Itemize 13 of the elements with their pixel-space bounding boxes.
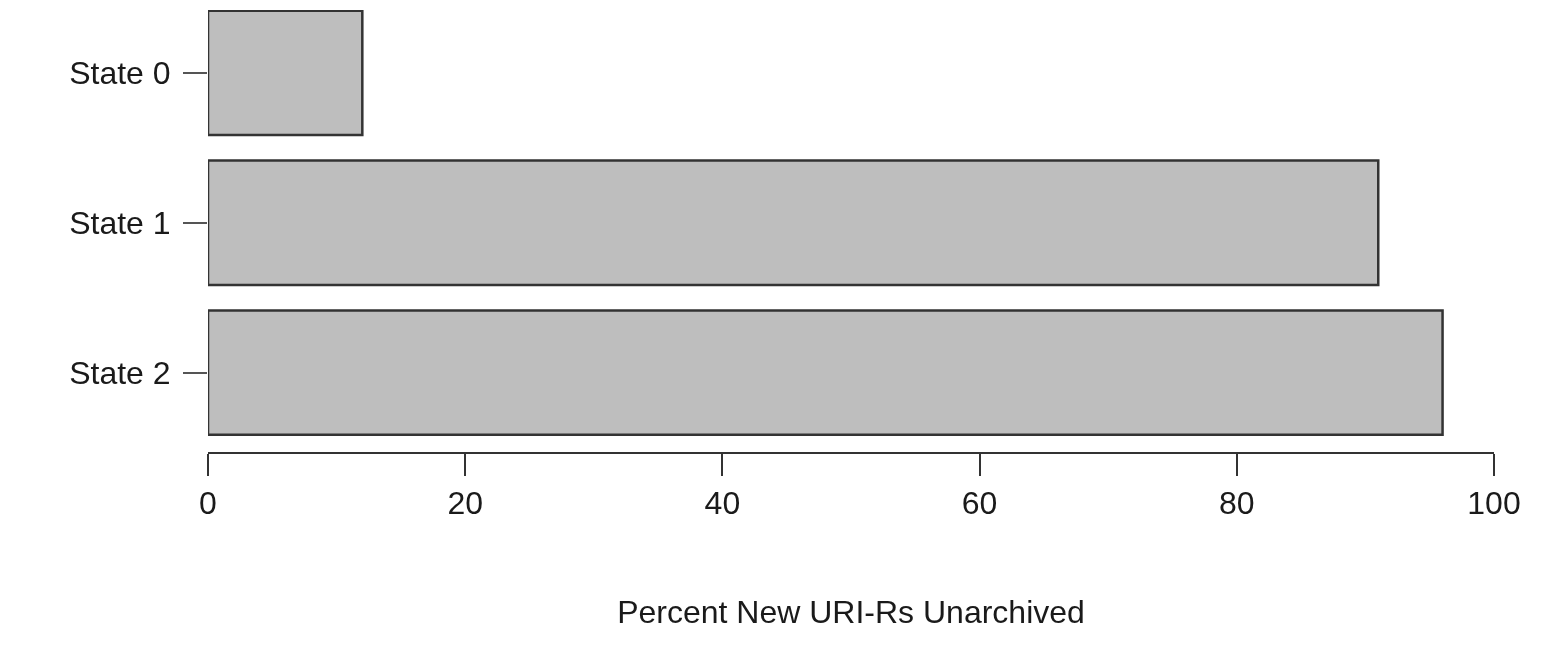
y-tick-label: State 2 [69, 354, 171, 391]
bar [208, 159, 1380, 287]
bar [208, 10, 364, 137]
bar [208, 309, 1444, 437]
x-tick-label: 20 [447, 485, 483, 522]
x-tick-label: 100 [1467, 485, 1521, 522]
x-tick-label: 0 [199, 485, 217, 522]
x-tick-label: 80 [1219, 485, 1255, 522]
x-tick-label: 60 [961, 485, 998, 522]
y-tick-label: State 1 [69, 204, 171, 241]
x-axis-title: Percent New URI-Rs Unarchived [617, 593, 1085, 630]
x-tick-label: 40 [704, 485, 741, 522]
y-tick-label: State 0 [69, 55, 171, 92]
